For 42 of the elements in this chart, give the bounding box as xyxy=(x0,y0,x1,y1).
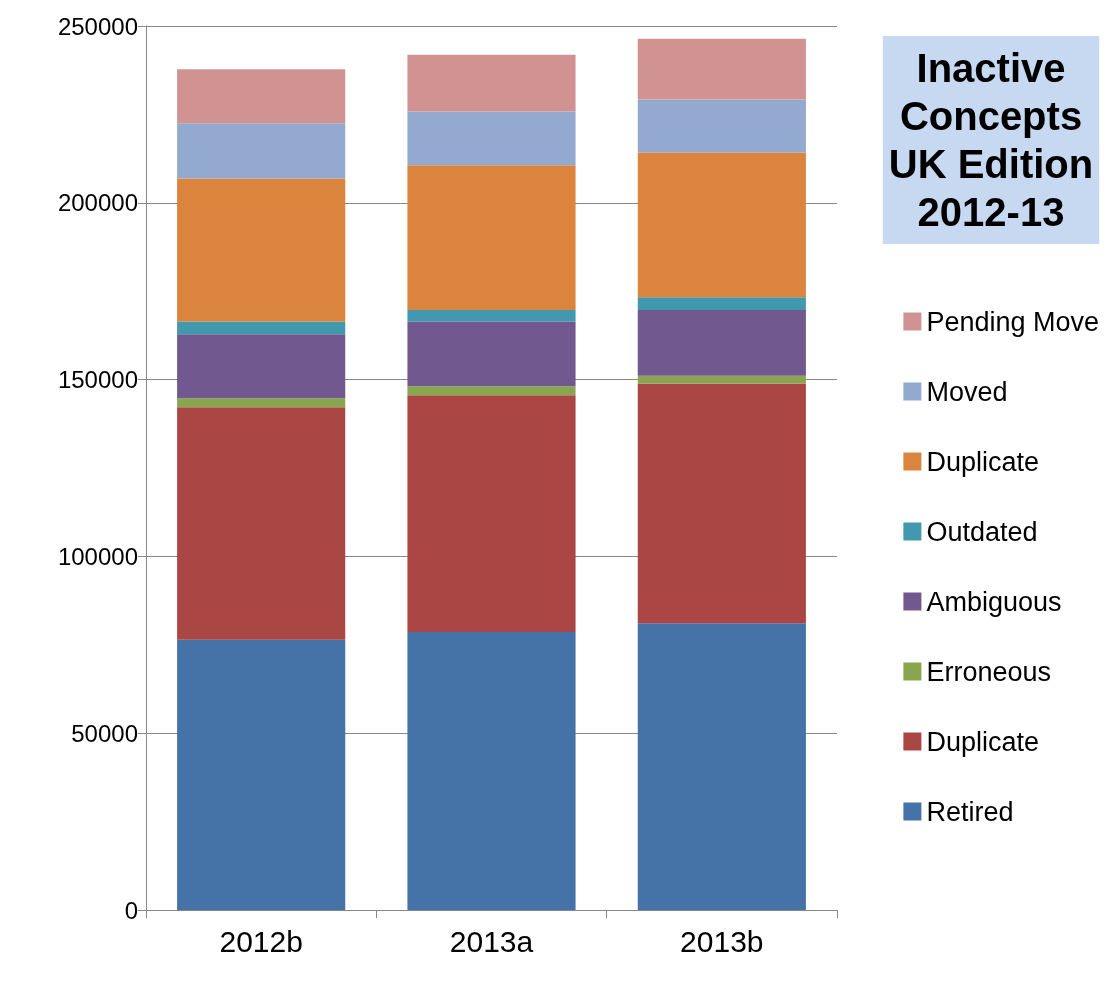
bar xyxy=(407,111,576,166)
y-tick-label: 50000 xyxy=(71,719,138,747)
bar xyxy=(407,165,576,310)
x-tick-label: 2013b xyxy=(680,924,764,958)
bar xyxy=(177,123,346,179)
legend-label: Duplicate xyxy=(926,446,1039,477)
bar xyxy=(407,309,576,322)
bar xyxy=(407,321,576,387)
bar xyxy=(637,99,806,153)
bar xyxy=(407,395,576,633)
y-tick-label: 250000 xyxy=(57,12,138,40)
legend-label: Erroneous xyxy=(926,656,1051,687)
bar xyxy=(637,623,806,910)
bar xyxy=(407,632,576,910)
bar xyxy=(407,54,576,112)
y-tick-label: 100000 xyxy=(57,542,138,570)
legend-label: Outdated xyxy=(926,516,1038,547)
bar xyxy=(637,297,806,310)
legend-label: Duplicate xyxy=(926,726,1039,757)
legend-label: Moved xyxy=(926,376,1008,407)
legend-label: Pending Move xyxy=(926,306,1100,337)
bar xyxy=(177,398,346,408)
bar xyxy=(637,375,806,384)
bar xyxy=(177,178,346,322)
y-tick-label: 150000 xyxy=(57,366,138,394)
text: Inactive Concepts UK Edition 2012-13 xyxy=(888,46,1094,234)
bar xyxy=(177,334,346,399)
bar xyxy=(177,639,346,910)
x-tick-label: 2013a xyxy=(449,924,534,958)
y-tick-label: 200000 xyxy=(57,189,138,217)
y-tick-label: 0 xyxy=(124,896,138,924)
bar xyxy=(177,407,346,640)
bar xyxy=(407,386,576,396)
legend-label: Ambiguous xyxy=(926,586,1062,617)
bar xyxy=(177,69,346,124)
bar xyxy=(637,383,806,624)
x-tick-label: 2012b xyxy=(219,924,303,958)
bar xyxy=(637,38,806,100)
bar xyxy=(637,309,806,376)
legend-label: Retired xyxy=(926,796,1014,827)
bar xyxy=(177,321,346,335)
bar xyxy=(637,152,806,298)
